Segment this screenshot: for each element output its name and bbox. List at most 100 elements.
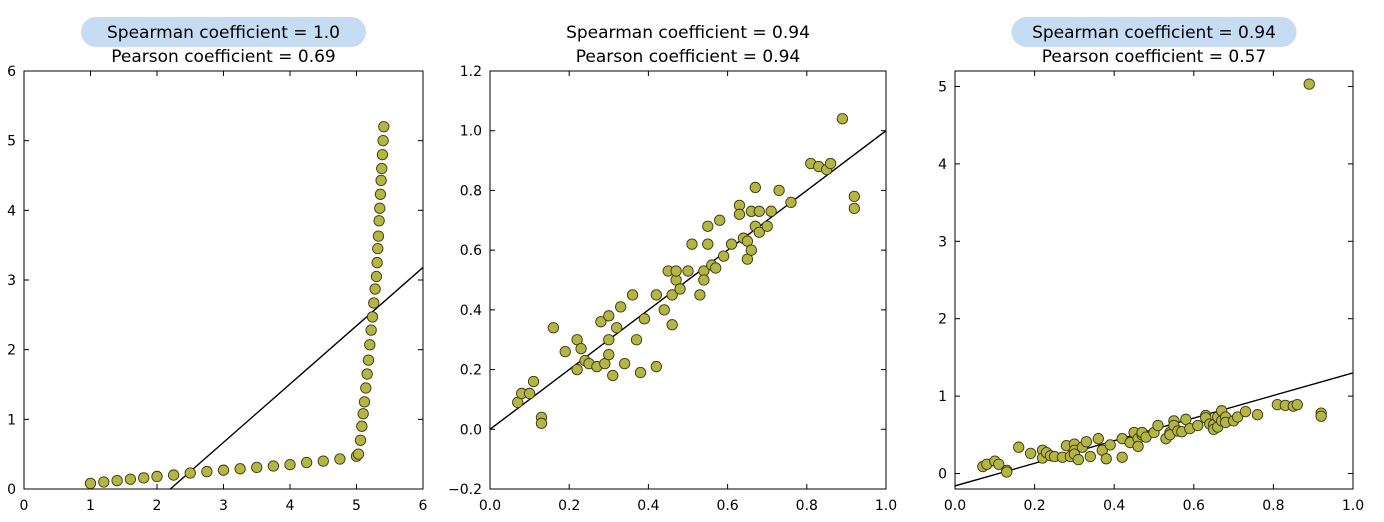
data-point [717, 250, 730, 262]
x-tick-label: 0.6 [1183, 498, 1205, 514]
data-point [603, 310, 615, 322]
data-point [618, 357, 631, 370]
data-point [124, 473, 137, 485]
y-tick-label: 5 [938, 79, 947, 95]
data-point [702, 220, 714, 232]
data-point [785, 196, 797, 209]
data-point [1084, 450, 1096, 463]
data-point [1001, 466, 1013, 478]
x-tick-label: 1.0 [1342, 498, 1364, 514]
chart-title: Spearman coefficient = 1.0 [107, 23, 340, 43]
x-tick-label: 0 [20, 498, 29, 514]
data-point [1291, 398, 1303, 411]
data-point [702, 238, 714, 250]
data-point [373, 215, 385, 227]
data-point [1303, 78, 1315, 90]
data-point [334, 453, 346, 465]
data-point [714, 214, 726, 226]
axes-frame [489, 70, 887, 490]
data-point [848, 202, 860, 214]
data-point [993, 458, 1005, 470]
y-tick-label: 0.0 [460, 422, 482, 438]
y-tick-label: 4 [7, 203, 16, 219]
data-point [1100, 453, 1112, 465]
y-tick-label: 0.4 [460, 303, 482, 319]
data-point [361, 368, 373, 380]
data-point [167, 469, 180, 481]
data-point [217, 464, 230, 476]
y-tick-label: 0.8 [460, 183, 482, 199]
data-point [1116, 451, 1128, 463]
data-point [372, 242, 384, 255]
data-point [559, 346, 571, 358]
data-point [98, 476, 110, 488]
data-point [848, 190, 860, 203]
data-point [365, 324, 377, 336]
data-point [1231, 411, 1244, 423]
y-tick-label: 2 [7, 343, 16, 359]
y-tick-label: 1.2 [460, 64, 482, 80]
x-tick-label: 0.2 [1023, 498, 1045, 514]
x-tick-label: 0.8 [796, 498, 818, 514]
x-tick-label: 5 [352, 498, 361, 514]
data-point [357, 408, 369, 420]
chart-subtitle: Pearson coefficient = 0.69 [111, 47, 335, 67]
data-point [694, 289, 706, 301]
fit-line [169, 266, 423, 489]
data-point [682, 265, 694, 277]
x-tick-label: 4 [286, 498, 295, 514]
data-point [753, 226, 765, 238]
data-point [650, 289, 662, 301]
data-point [267, 460, 280, 472]
data-point [364, 339, 376, 351]
y-tick-label: 1 [7, 412, 16, 428]
data-point [1104, 439, 1116, 451]
chart-subtitle: Pearson coefficient = 0.94 [576, 47, 800, 67]
data-point [1132, 440, 1144, 453]
data-point [1152, 419, 1164, 432]
data-point [595, 316, 607, 328]
data-point [201, 465, 213, 478]
data-point [356, 420, 368, 432]
data-point [686, 238, 698, 250]
data-point [372, 230, 385, 242]
data-point [674, 283, 686, 295]
data-point [374, 202, 386, 214]
data-point [234, 463, 246, 475]
data-point [575, 343, 587, 355]
data-point [151, 470, 163, 483]
axes-frame [954, 70, 1354, 490]
x-tick-label: 0.2 [558, 498, 580, 514]
y-tick-label: 4 [938, 157, 947, 173]
data-point [1024, 447, 1037, 460]
data-point [650, 360, 662, 373]
data-point [1239, 405, 1252, 418]
y-tick-label: 2 [938, 312, 947, 328]
data-point [1092, 433, 1104, 445]
data-point [138, 472, 150, 484]
data-point [378, 121, 390, 133]
x-tick-label: 6 [419, 498, 428, 514]
data-point [611, 322, 623, 334]
data-point [607, 369, 619, 382]
data-point [603, 348, 615, 361]
data-point [376, 148, 389, 161]
y-tick-label: 1.0 [460, 124, 482, 140]
x-tick-label: 1.0 [875, 498, 897, 514]
x-tick-label: 1 [86, 498, 95, 514]
data-point [374, 188, 387, 200]
data-point [523, 387, 536, 400]
data-point [745, 244, 758, 256]
data-point [615, 301, 627, 313]
y-tick-label: 0 [938, 467, 947, 483]
data-point [376, 162, 388, 175]
y-tick-label: 5 [7, 134, 16, 150]
chart-title: Spearman coefficient = 0.94 [566, 23, 810, 43]
data-point [753, 205, 765, 217]
x-tick-label: 0.6 [716, 498, 738, 514]
data-point [1013, 441, 1025, 453]
y-tick-label: 6 [7, 64, 16, 80]
data-point [725, 238, 738, 250]
data-point [666, 289, 678, 301]
